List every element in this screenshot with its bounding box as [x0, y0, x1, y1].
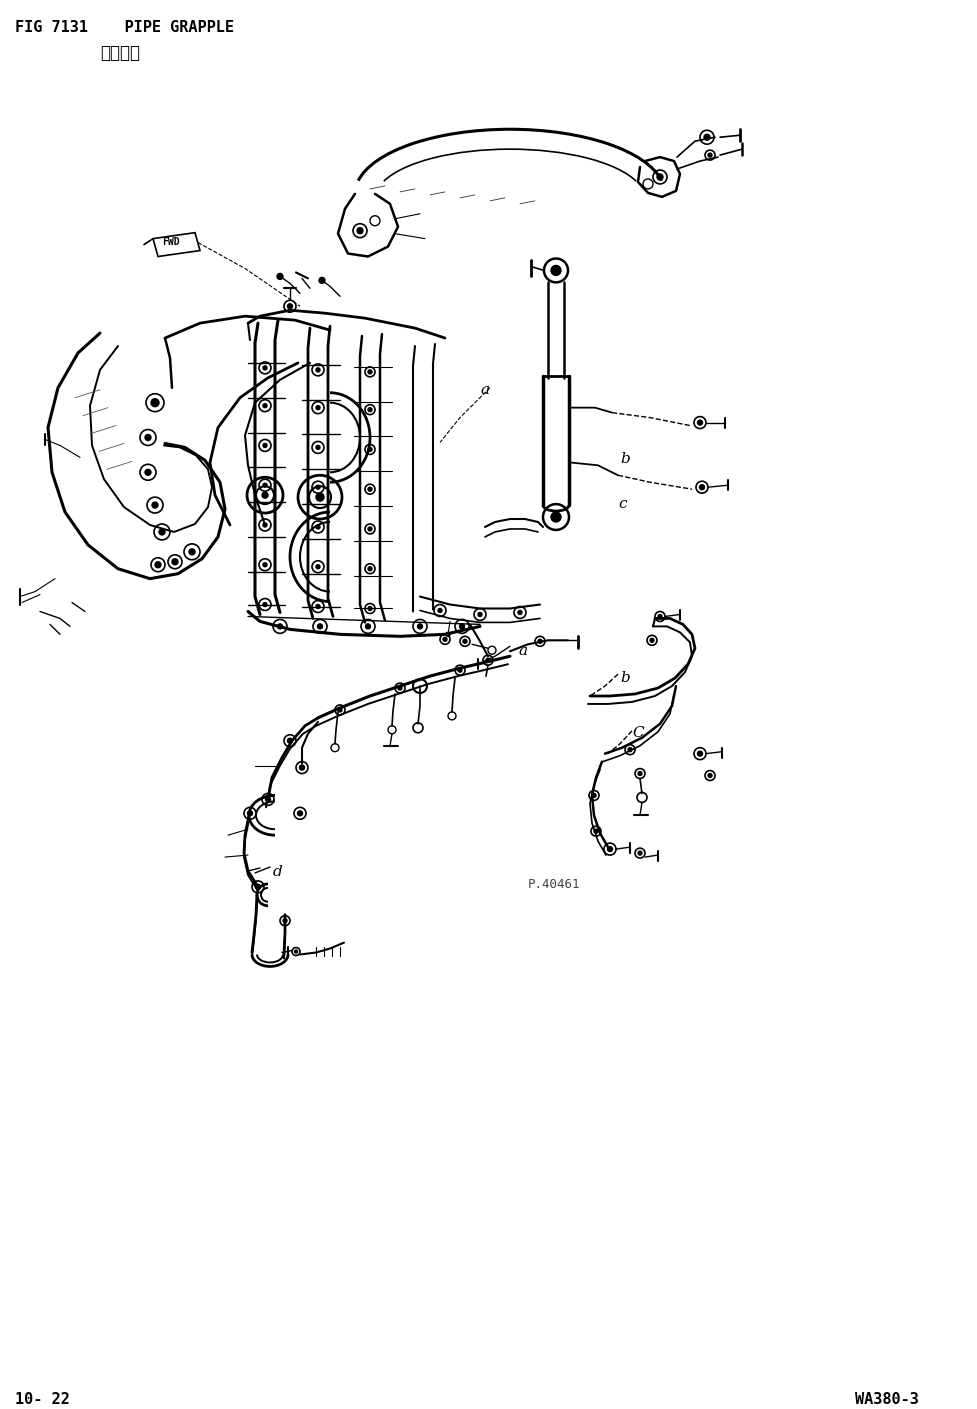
Circle shape: [338, 707, 342, 712]
Circle shape: [263, 403, 267, 407]
Circle shape: [263, 444, 267, 448]
Circle shape: [478, 613, 482, 617]
Circle shape: [145, 469, 150, 475]
Circle shape: [367, 488, 371, 492]
Circle shape: [316, 485, 319, 489]
Text: 钉管抓具: 钉管抓具: [100, 44, 140, 62]
Circle shape: [365, 624, 370, 628]
Circle shape: [550, 511, 561, 521]
Text: 10- 22: 10- 22: [15, 1392, 69, 1408]
Circle shape: [518, 610, 522, 614]
Circle shape: [276, 273, 282, 279]
Text: P.40461: P.40461: [528, 878, 580, 890]
Circle shape: [627, 748, 631, 751]
Text: b: b: [619, 452, 629, 466]
Circle shape: [707, 774, 711, 778]
Circle shape: [607, 847, 612, 851]
Circle shape: [637, 851, 641, 855]
Circle shape: [262, 492, 268, 499]
Circle shape: [593, 830, 597, 833]
Circle shape: [316, 406, 319, 410]
Circle shape: [697, 751, 701, 757]
Circle shape: [398, 686, 402, 690]
Circle shape: [443, 637, 446, 641]
Text: C: C: [631, 726, 643, 740]
Circle shape: [316, 526, 319, 528]
Circle shape: [446, 633, 449, 637]
Circle shape: [367, 448, 371, 451]
Text: FWD: FWD: [162, 237, 180, 247]
Circle shape: [319, 278, 324, 283]
Circle shape: [699, 485, 703, 490]
Circle shape: [550, 265, 561, 275]
Circle shape: [357, 228, 362, 234]
Text: WA380-3: WA380-3: [854, 1392, 918, 1408]
Text: d: d: [273, 865, 282, 879]
Circle shape: [263, 523, 267, 527]
Text: a: a: [480, 383, 488, 397]
Circle shape: [297, 810, 302, 816]
Circle shape: [263, 562, 267, 566]
Circle shape: [172, 559, 178, 565]
Circle shape: [294, 950, 297, 952]
Circle shape: [637, 772, 641, 775]
Circle shape: [438, 609, 442, 613]
Circle shape: [707, 154, 711, 156]
Circle shape: [316, 445, 319, 449]
Circle shape: [316, 565, 319, 569]
Circle shape: [287, 738, 292, 743]
Circle shape: [367, 566, 371, 571]
Circle shape: [263, 366, 267, 371]
Circle shape: [658, 614, 661, 619]
Circle shape: [263, 483, 267, 488]
Circle shape: [486, 658, 489, 662]
Circle shape: [189, 550, 194, 555]
Circle shape: [316, 368, 319, 372]
Text: FIG 7131    PIPE GRAPPLE: FIG 7131 PIPE GRAPPLE: [15, 20, 234, 35]
Circle shape: [316, 604, 319, 609]
Circle shape: [650, 638, 654, 643]
Circle shape: [537, 640, 541, 644]
Circle shape: [255, 885, 260, 889]
Circle shape: [703, 134, 709, 139]
Text: c: c: [617, 497, 626, 511]
Circle shape: [459, 624, 464, 628]
Circle shape: [316, 493, 323, 502]
Circle shape: [247, 810, 252, 816]
Circle shape: [462, 640, 467, 644]
Circle shape: [159, 528, 165, 535]
Circle shape: [277, 624, 282, 628]
Circle shape: [150, 399, 159, 407]
Text: b: b: [619, 671, 629, 685]
Circle shape: [367, 371, 371, 373]
Circle shape: [151, 502, 158, 509]
Circle shape: [282, 919, 286, 923]
Circle shape: [367, 527, 371, 531]
Circle shape: [697, 420, 701, 426]
Circle shape: [299, 765, 304, 771]
Circle shape: [367, 606, 371, 610]
Circle shape: [263, 603, 267, 606]
Text: a: a: [518, 644, 527, 658]
Circle shape: [265, 797, 271, 802]
Circle shape: [145, 434, 150, 441]
Circle shape: [457, 668, 461, 672]
Circle shape: [417, 624, 422, 628]
Circle shape: [657, 173, 662, 180]
Circle shape: [318, 624, 322, 628]
Circle shape: [591, 793, 595, 797]
Circle shape: [154, 562, 161, 568]
Circle shape: [367, 407, 371, 411]
Circle shape: [287, 304, 292, 309]
